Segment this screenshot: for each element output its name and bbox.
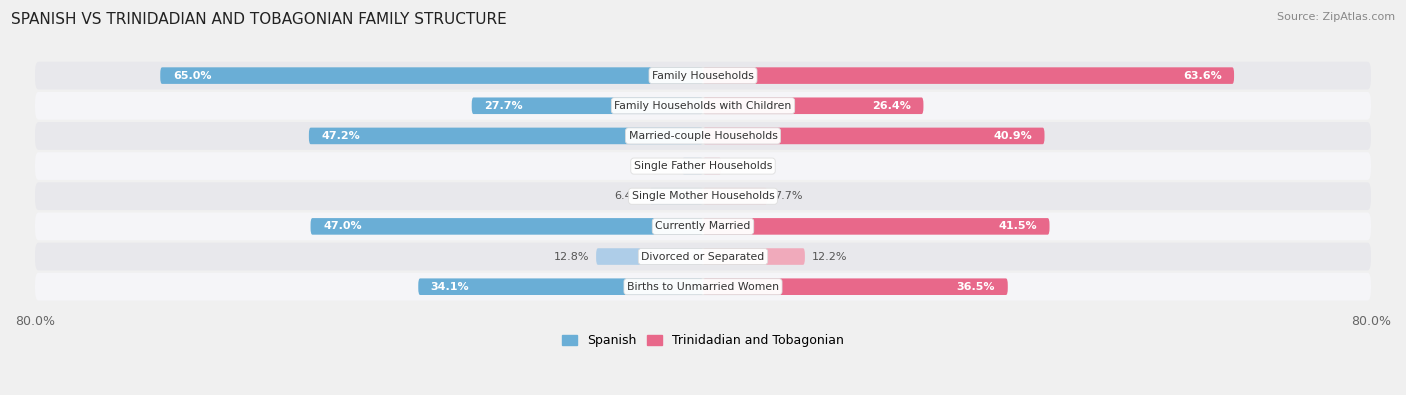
Text: 2.2%: 2.2%: [728, 161, 756, 171]
Text: Single Father Households: Single Father Households: [634, 161, 772, 171]
Text: SPANISH VS TRINIDADIAN AND TOBAGONIAN FAMILY STRUCTURE: SPANISH VS TRINIDADIAN AND TOBAGONIAN FA…: [11, 12, 508, 27]
FancyBboxPatch shape: [35, 62, 1371, 90]
Text: Family Households: Family Households: [652, 71, 754, 81]
Text: 40.9%: 40.9%: [993, 131, 1032, 141]
FancyBboxPatch shape: [682, 158, 703, 174]
FancyBboxPatch shape: [471, 98, 703, 114]
Text: 36.5%: 36.5%: [956, 282, 995, 292]
Text: Source: ZipAtlas.com: Source: ZipAtlas.com: [1277, 12, 1395, 22]
FancyBboxPatch shape: [309, 128, 703, 144]
FancyBboxPatch shape: [650, 188, 703, 205]
FancyBboxPatch shape: [703, 67, 1234, 84]
Text: Married-couple Households: Married-couple Households: [628, 131, 778, 141]
Text: Divorced or Separated: Divorced or Separated: [641, 252, 765, 261]
FancyBboxPatch shape: [703, 248, 804, 265]
Text: 34.1%: 34.1%: [430, 282, 470, 292]
FancyBboxPatch shape: [596, 248, 703, 265]
FancyBboxPatch shape: [35, 92, 1371, 120]
Text: 47.0%: 47.0%: [323, 221, 361, 231]
Text: 2.5%: 2.5%: [647, 161, 675, 171]
FancyBboxPatch shape: [35, 213, 1371, 240]
FancyBboxPatch shape: [311, 218, 703, 235]
FancyBboxPatch shape: [35, 152, 1371, 180]
Legend: Spanish, Trinidadian and Tobagonian: Spanish, Trinidadian and Tobagonian: [562, 334, 844, 347]
FancyBboxPatch shape: [35, 182, 1371, 210]
FancyBboxPatch shape: [35, 273, 1371, 301]
Text: 65.0%: 65.0%: [173, 71, 211, 81]
FancyBboxPatch shape: [160, 67, 703, 84]
Text: 41.5%: 41.5%: [998, 221, 1038, 231]
Text: 12.2%: 12.2%: [811, 252, 846, 261]
FancyBboxPatch shape: [703, 278, 1008, 295]
Text: 26.4%: 26.4%: [872, 101, 911, 111]
Text: 7.7%: 7.7%: [773, 191, 803, 201]
Text: Family Households with Children: Family Households with Children: [614, 101, 792, 111]
Text: 6.4%: 6.4%: [614, 191, 643, 201]
Text: 47.2%: 47.2%: [322, 131, 360, 141]
FancyBboxPatch shape: [35, 243, 1371, 271]
FancyBboxPatch shape: [35, 122, 1371, 150]
Text: Currently Married: Currently Married: [655, 221, 751, 231]
Text: 27.7%: 27.7%: [484, 101, 523, 111]
FancyBboxPatch shape: [703, 98, 924, 114]
Text: 12.8%: 12.8%: [554, 252, 589, 261]
FancyBboxPatch shape: [418, 278, 703, 295]
Text: Single Mother Households: Single Mother Households: [631, 191, 775, 201]
FancyBboxPatch shape: [703, 218, 1049, 235]
FancyBboxPatch shape: [703, 128, 1045, 144]
Text: 63.6%: 63.6%: [1182, 71, 1222, 81]
FancyBboxPatch shape: [703, 158, 721, 174]
FancyBboxPatch shape: [703, 188, 768, 205]
Text: Births to Unmarried Women: Births to Unmarried Women: [627, 282, 779, 292]
